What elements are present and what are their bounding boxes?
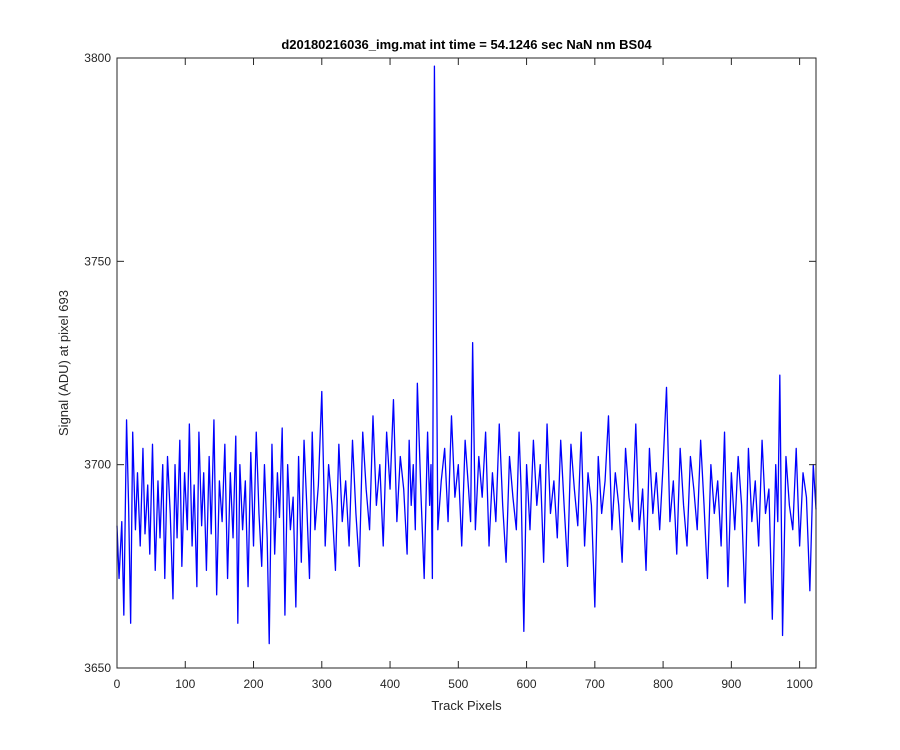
- x-tick-label: 100: [175, 677, 195, 691]
- x-tick-label: 0: [114, 677, 121, 691]
- y-tick-label: 3700: [84, 458, 111, 472]
- x-tick-label: 200: [244, 677, 264, 691]
- y-tick-label: 3750: [84, 254, 111, 268]
- x-tick-label: 500: [448, 677, 468, 691]
- x-axis-label: Track Pixels: [431, 698, 502, 713]
- series-line-0: [116, 65, 817, 645]
- x-tick-label: 400: [380, 677, 400, 691]
- axes-box: [116, 57, 817, 669]
- series-layer: [116, 65, 817, 645]
- chart-title: d20180216036_img.mat int time = 54.1246 …: [281, 37, 652, 52]
- y-tick-label: 3800: [84, 51, 111, 65]
- x-tick-label: 800: [653, 677, 673, 691]
- axes-layer: 0 100 200 300 400 500 600 700 800 900 1000 3650 3700…: [84, 51, 817, 691]
- x-tick-label: 300: [312, 677, 332, 691]
- x-tick-label: 700: [585, 677, 605, 691]
- x-tick-label: 600: [517, 677, 537, 691]
- x-tick-label: 1000: [786, 677, 813, 691]
- y-tick-label: 3650: [84, 661, 111, 675]
- y-axis-label: Signal (ADU) at pixel 693: [56, 290, 71, 436]
- plot-area: [117, 58, 816, 668]
- x-tick-label: 900: [721, 677, 741, 691]
